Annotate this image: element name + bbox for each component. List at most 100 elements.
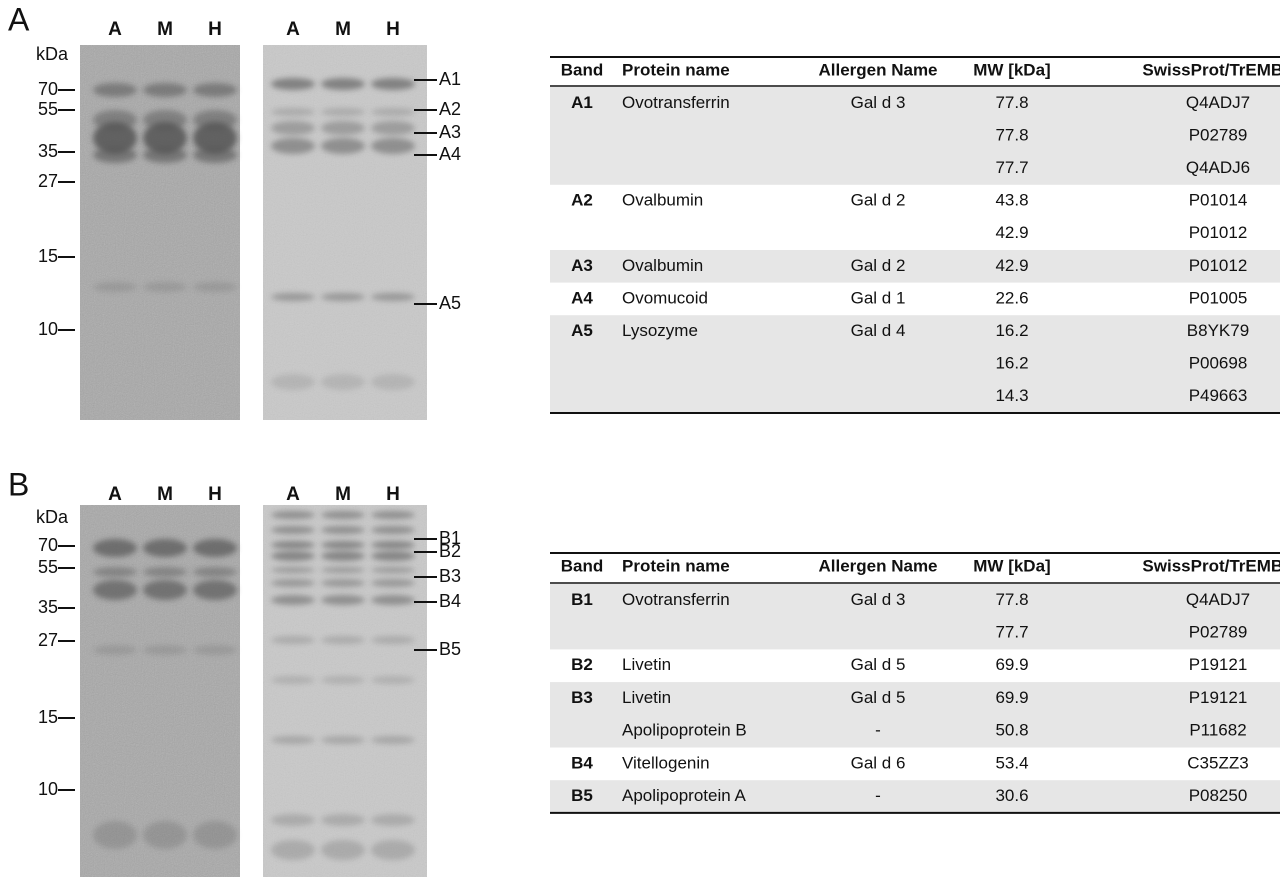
lane-label: A — [108, 19, 122, 40]
marker-label: 35 — [38, 597, 58, 617]
lane-label: M — [157, 484, 173, 505]
mw-cell: 77.8 — [995, 590, 1028, 609]
gel-band — [321, 121, 365, 135]
gel-band — [371, 676, 415, 684]
id-cell: Q4ADJ6 — [1186, 158, 1250, 177]
id-cell: Q4ADJ7 — [1186, 590, 1250, 609]
gel-band — [271, 567, 315, 573]
table-header: MW [kDa] — [973, 60, 1050, 79]
mw-cell: 30.6 — [995, 786, 1028, 805]
id-cell: P01014 — [1189, 191, 1248, 210]
gel-band — [371, 293, 415, 301]
gel-band — [321, 511, 365, 519]
gel — [80, 45, 240, 420]
gel-band — [271, 814, 315, 826]
gel-band — [143, 282, 187, 292]
gel-band — [271, 374, 315, 390]
band-label: A5 — [439, 293, 461, 313]
allergen-cell: - — [875, 721, 881, 740]
protein-cell: Lysozyme — [622, 321, 698, 340]
id-cell: P11682 — [1189, 721, 1246, 740]
band-cell: A4 — [571, 288, 593, 307]
gel-band — [321, 736, 365, 744]
allergen-cell: Gal d 2 — [851, 191, 906, 210]
gel-band — [143, 580, 187, 600]
gel-band — [193, 147, 237, 163]
band-cell: B3 — [571, 688, 593, 707]
gel-band — [143, 645, 187, 655]
mw-cell: 77.7 — [995, 158, 1028, 177]
gel-band — [271, 551, 315, 561]
band-label: B3 — [439, 566, 461, 586]
gel-band — [321, 138, 365, 154]
allergen-cell: Gal d 3 — [851, 93, 906, 112]
protein-cell: Vitellogenin — [622, 753, 710, 772]
lane-label: M — [335, 19, 351, 40]
band-cell: A5 — [571, 321, 593, 340]
band-label: B4 — [439, 591, 461, 611]
protein-cell: Livetin — [622, 688, 671, 707]
gel-band — [271, 595, 315, 605]
mw-cell: 16.2 — [995, 321, 1028, 340]
allergen-cell: Gal d 3 — [851, 590, 906, 609]
id-cell: P49663 — [1189, 386, 1248, 405]
table-header: Band — [561, 556, 604, 575]
id-cell: C35ZZ3 — [1187, 753, 1248, 772]
gel-band — [271, 108, 315, 116]
gel — [263, 45, 427, 420]
id-cell: P00698 — [1189, 354, 1248, 373]
gel-band — [143, 147, 187, 163]
gel-band — [193, 645, 237, 655]
allergen-cell: Gal d 4 — [851, 321, 906, 340]
gel-band — [371, 374, 415, 390]
gel-band — [371, 138, 415, 154]
mw-cell: 77.8 — [995, 125, 1028, 144]
gel-band — [371, 840, 415, 860]
table: BandProtein nameAllergen NameMW [kDa]Swi… — [550, 57, 1280, 413]
id-cell: P02789 — [1189, 125, 1248, 144]
table-header: Band — [561, 60, 604, 79]
table-header: Protein name — [622, 556, 730, 575]
gel-band — [271, 676, 315, 684]
band-label: A4 — [439, 144, 461, 164]
lane-label: A — [286, 484, 300, 505]
table-header: Protein name — [622, 60, 730, 79]
gel-band — [271, 78, 315, 90]
marker-label: 27 — [38, 630, 58, 650]
table-header: Allergen Name — [818, 556, 937, 575]
gel-band — [371, 526, 415, 534]
gel-band — [321, 541, 365, 549]
mw-cell: 22.6 — [995, 288, 1028, 307]
page: Gel figure html, body { margin: 0; paddi… — [0, 0, 1280, 877]
band-cell: B1 — [571, 590, 593, 609]
gel-band — [271, 579, 315, 587]
band-label: B2 — [439, 541, 461, 561]
allergen-cell: Gal d 5 — [851, 655, 906, 674]
id-cell: P08250 — [1189, 786, 1248, 805]
gel-band — [93, 821, 137, 849]
gel-band — [143, 567, 187, 577]
marker-label: 35 — [38, 141, 58, 161]
gel-band — [371, 636, 415, 644]
allergen-cell: Gal d 1 — [851, 288, 906, 307]
protein-cell: Apolipoprotein A — [622, 786, 746, 805]
gel-band — [321, 567, 365, 573]
id-cell: P19121 — [1189, 655, 1248, 674]
mw-cell: 16.2 — [995, 354, 1028, 373]
gel-band — [193, 282, 237, 292]
lane-label: M — [157, 19, 173, 40]
lane-label: H — [208, 484, 222, 505]
gel-band — [193, 567, 237, 577]
protein-cell: Ovotransferrin — [622, 590, 730, 609]
band-label: A2 — [439, 99, 461, 119]
gel-band — [371, 541, 415, 549]
protein-cell: Ovalbumin — [622, 191, 703, 210]
lane-label: A — [108, 484, 122, 505]
protein-cell: Ovotransferrin — [622, 93, 730, 112]
marker-label: 15 — [38, 707, 58, 727]
band-label: B5 — [439, 639, 461, 659]
band-cell: A3 — [571, 256, 593, 275]
allergen-cell: Gal d 5 — [851, 688, 906, 707]
id-cell: P01012 — [1189, 223, 1248, 242]
